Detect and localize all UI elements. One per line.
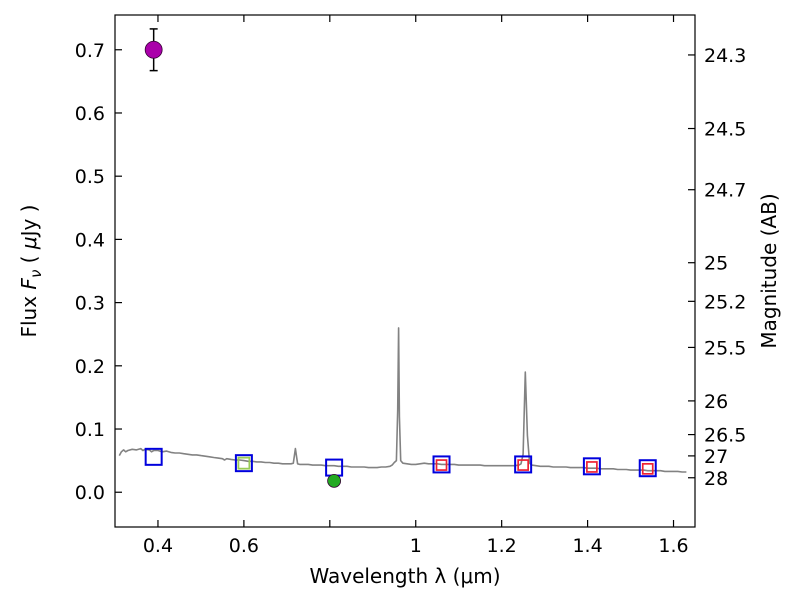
blue-open-square <box>325 458 344 477</box>
blue-open-square <box>144 447 163 466</box>
y-tick-label: 0.1 <box>75 419 105 441</box>
y-tick-label: 0.6 <box>75 103 105 125</box>
x-axis-label: Wavelength λ (μm) <box>309 564 500 588</box>
blue-open-square <box>638 459 657 478</box>
y2-tick-label: 26 <box>704 391 728 413</box>
y2-tick-label: 26.5 <box>704 425 746 447</box>
x-tick-label: 0.6 <box>229 535 259 557</box>
y-axis-label-part: Jy ) <box>17 204 41 238</box>
blue-open-square <box>432 455 451 474</box>
x-tick-label: 1.2 <box>487 535 517 557</box>
y-tick-label: 0.3 <box>75 293 105 315</box>
y-axis-label-part: Flux <box>17 290 41 338</box>
y-tick-label: 0.4 <box>75 229 105 251</box>
y2-tick-label: 24.5 <box>704 119 746 141</box>
y2-tick-label: 24.3 <box>704 45 746 67</box>
y2-tick-label: 28 <box>704 468 728 490</box>
plot-border <box>114 14 696 528</box>
x-tick-label: 0.4 <box>143 535 173 557</box>
x-tick-label: 1.4 <box>572 535 602 557</box>
x-tick-label: 1.6 <box>658 535 688 557</box>
red-open-square <box>517 459 529 471</box>
y-tick-label: 0.7 <box>75 40 105 62</box>
y-tick-label: 0.5 <box>75 166 105 188</box>
y-axis-label-part: F <box>17 278 41 290</box>
y2-tick-label: 25.5 <box>704 337 746 359</box>
blue-open-square <box>514 455 533 474</box>
y2-tick-label: 25 <box>704 253 728 275</box>
y-axis-label-part: μ <box>17 236 41 250</box>
magenta-point <box>144 40 163 59</box>
red-open-square <box>586 461 598 473</box>
y-axis-label-part: ( <box>17 249 41 270</box>
plot-area: 0.4 0.6 1 1.2 1.4 1.6 0.0 0.1 0.2 0.3 0.4 0.5 0.6 0.7… <box>75 14 746 557</box>
y-axis-label-part: ν <box>27 270 45 278</box>
y2-tick-label: 27 <box>704 446 728 468</box>
green-point <box>327 473 342 488</box>
y-axis-label: Flux Fν ( μJy ) <box>17 204 45 337</box>
blue-open-square <box>234 454 253 473</box>
red-open-square <box>435 459 448 471</box>
x-tick-label: 1 <box>410 535 422 557</box>
green-open-square <box>237 456 251 470</box>
y-tick-label: 0.2 <box>75 356 105 378</box>
red-open-square <box>641 462 654 475</box>
y-tick-label: 0.0 <box>75 482 105 504</box>
blue-open-square <box>582 457 601 476</box>
spectrum-line <box>118 327 687 473</box>
y2-axis-label: Magnitude (AB) <box>757 193 781 348</box>
y2-tick-label: 24.7 <box>704 180 746 202</box>
y2-tick-label: 25.2 <box>704 291 746 313</box>
